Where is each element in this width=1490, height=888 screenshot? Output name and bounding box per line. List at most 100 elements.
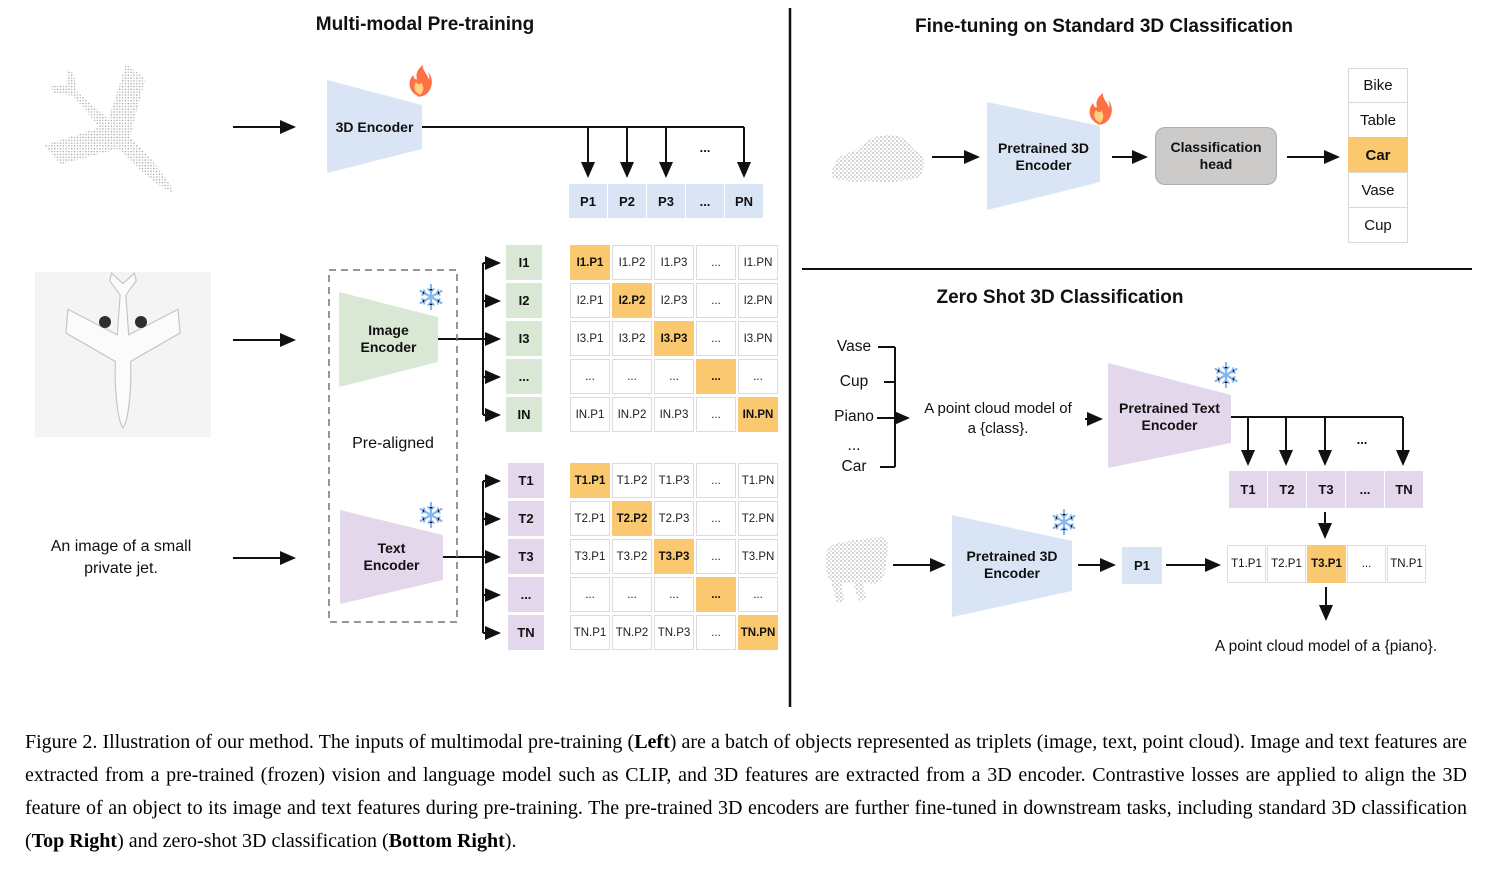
encoder-3d-trapezoid: [327, 80, 422, 173]
text-feature-cell: ...: [508, 577, 544, 612]
matrix-cell: ...: [696, 539, 736, 574]
matrix-cell: T2.P3: [654, 501, 694, 536]
matrix-cell: ...: [654, 577, 694, 612]
matrix-cell: ...: [696, 397, 736, 432]
encoder-3d-label: 3D Encoder: [335, 119, 414, 135]
text-encoder-label: Text Encoder: [363, 540, 420, 573]
matrix-cell: I2.PN: [738, 283, 778, 318]
figure-caption: Figure 2. Illustration of our method. Th…: [25, 726, 1467, 858]
matrix-cell: T2.P1: [570, 501, 610, 536]
matrix-cell: I3.P2: [612, 321, 652, 356]
figure-graphics-layer: [15, 8, 1472, 707]
result-caption: A point cloud model of a {piano}.: [1214, 638, 1438, 655]
class-cell: Table: [1348, 102, 1408, 138]
caption-segment: ) are a batch of objects represented as …: [25, 731, 1467, 852]
zeroshot-class-item: ...: [847, 437, 861, 454]
matrix-cell: I1.PN: [738, 245, 778, 280]
matrix-cell: T3.P2: [612, 539, 652, 574]
p-feature-cell: P3: [647, 184, 685, 218]
snowflake-icon: [1052, 508, 1076, 536]
text-feature-cell: T2: [508, 501, 544, 536]
text-feature-cell: TN: [508, 615, 544, 650]
result-cell: T2.P1: [1267, 545, 1306, 583]
snowflake-icon: [419, 501, 443, 529]
matrix-cell: TN.P1: [570, 615, 610, 650]
pretrained-text-encoder-label: Pretrained Text Encoder: [1119, 400, 1220, 433]
text-feature-cell: T3: [508, 539, 544, 574]
zeroshot-class-item: Vase: [836, 338, 872, 355]
caption-segment: ) and zero-shot 3D classification (: [117, 830, 389, 852]
zeroshot-class-item: Cup: [839, 373, 869, 390]
matrix-cell: I3.P3: [654, 321, 694, 356]
matrix-cell: ...: [696, 615, 736, 650]
matrix-cell: I3.P1: [570, 321, 610, 356]
image-feature-cell: I1: [506, 245, 542, 280]
p-feature-cell: P1: [569, 184, 607, 218]
matrix-cell: I2.P1: [570, 283, 610, 318]
airplane-point-cloud: [15, 34, 216, 235]
caption-bold-segment: Bottom Right: [388, 830, 505, 852]
image-encoder-trapezoid: [339, 292, 438, 387]
zeroshot-class-item: Car: [841, 458, 867, 475]
caption-segment: Figure 2. Illustration of our method. Th…: [25, 731, 635, 753]
result-cell: T3.P1: [1307, 545, 1346, 583]
p1-feature-box: P1: [1122, 547, 1162, 584]
matrix-cell: I3.PN: [738, 321, 778, 356]
snowflake-icon: [419, 283, 443, 311]
image-feature-cell: I2: [506, 283, 542, 318]
matrix-cell: ...: [696, 501, 736, 536]
text-feature-cell: T2: [1268, 471, 1306, 508]
zeroshot-arrows: [877, 346, 1410, 621]
class-cell: Cup: [1348, 207, 1408, 243]
matrix-cell: ...: [612, 577, 652, 612]
pretrained-3d-encoder-zs-label: Pretrained 3D Encoder: [966, 548, 1058, 581]
snowflake-icon: [1214, 361, 1238, 389]
matrix-cell: ...: [696, 463, 736, 498]
figure-2: Multi-modal Pre-training 3D Encoder ... …: [15, 8, 1472, 707]
matrix-cell: ...: [696, 245, 736, 280]
finetune-title: Fine-tuning on Standard 3D Classificatio…: [915, 16, 1293, 37]
airplane-photo: [35, 272, 211, 437]
matrix-cell: T1.P1: [570, 463, 610, 498]
pretrained-3d-encoder-trapezoid: [987, 102, 1100, 210]
caption-segment: ).: [504, 830, 517, 852]
zeroshot-class-list: Vase Cup Piano... Car: [816, 338, 892, 476]
result-cell: T1.P1: [1227, 545, 1266, 583]
p-feature-cell: P2: [608, 184, 646, 218]
matrix-cell: I2.P3: [654, 283, 694, 318]
matrix-cell: ...: [696, 577, 736, 612]
p-feature-cell: ...: [686, 184, 724, 218]
matrix-cell: T1.P3: [654, 463, 694, 498]
matrix-cell: ...: [570, 577, 610, 612]
zeroshot-class-item: Piano: [834, 408, 874, 425]
pretrained-text-encoder-trapezoid: [1108, 363, 1231, 468]
class-cell: Bike: [1348, 68, 1408, 103]
image-feature-cell: I3: [506, 321, 542, 356]
text-feature-column: T1 T2 T3... TN: [508, 463, 544, 650]
matrix-cell: IN.P3: [654, 397, 694, 432]
matrix-cell: TN.PN: [738, 615, 778, 650]
car-point-cloud: [832, 134, 924, 182]
input-text-caption: An image of a small private jet.: [50, 538, 192, 577]
matrix-cell: ...: [570, 359, 610, 394]
pretrained-3d-encoder-zs-trapezoid: [952, 515, 1072, 617]
text-feature-cell: T3: [1307, 471, 1345, 508]
prompt-text: A point cloud model of a {class}.: [924, 400, 1072, 437]
matrix-cell: IN.PN: [738, 397, 778, 432]
matrix-cell: I1.P2: [612, 245, 652, 280]
pretrain-arrows: [233, 120, 751, 640]
matrix-cell: ...: [738, 577, 778, 612]
image-encoder-label: Image Encoder: [360, 322, 417, 355]
p-feature-row: P1 P2 P3... PN: [569, 184, 763, 218]
image-feature-column: I1 I2 I3... IN: [506, 245, 542, 432]
image-point-similarity-matrix: I1.P1 I1.P2 I1.P3... I1.PN I2.P1 I2.P2 I2.P3..…: [570, 245, 778, 432]
flame-icon: [409, 65, 432, 97]
matrix-cell: ...: [738, 359, 778, 394]
ellipsis-label: ...: [1356, 432, 1368, 447]
ellipsis-label: ...: [699, 140, 711, 155]
matrix-cell: IN.P2: [612, 397, 652, 432]
result-cell: ...: [1347, 545, 1386, 583]
matrix-cell: I1.P3: [654, 245, 694, 280]
result-cell: TN.P1: [1387, 545, 1426, 583]
similarity-result-row: T1.P1 T2.P1 T3.P1... TN.P1: [1227, 545, 1426, 583]
